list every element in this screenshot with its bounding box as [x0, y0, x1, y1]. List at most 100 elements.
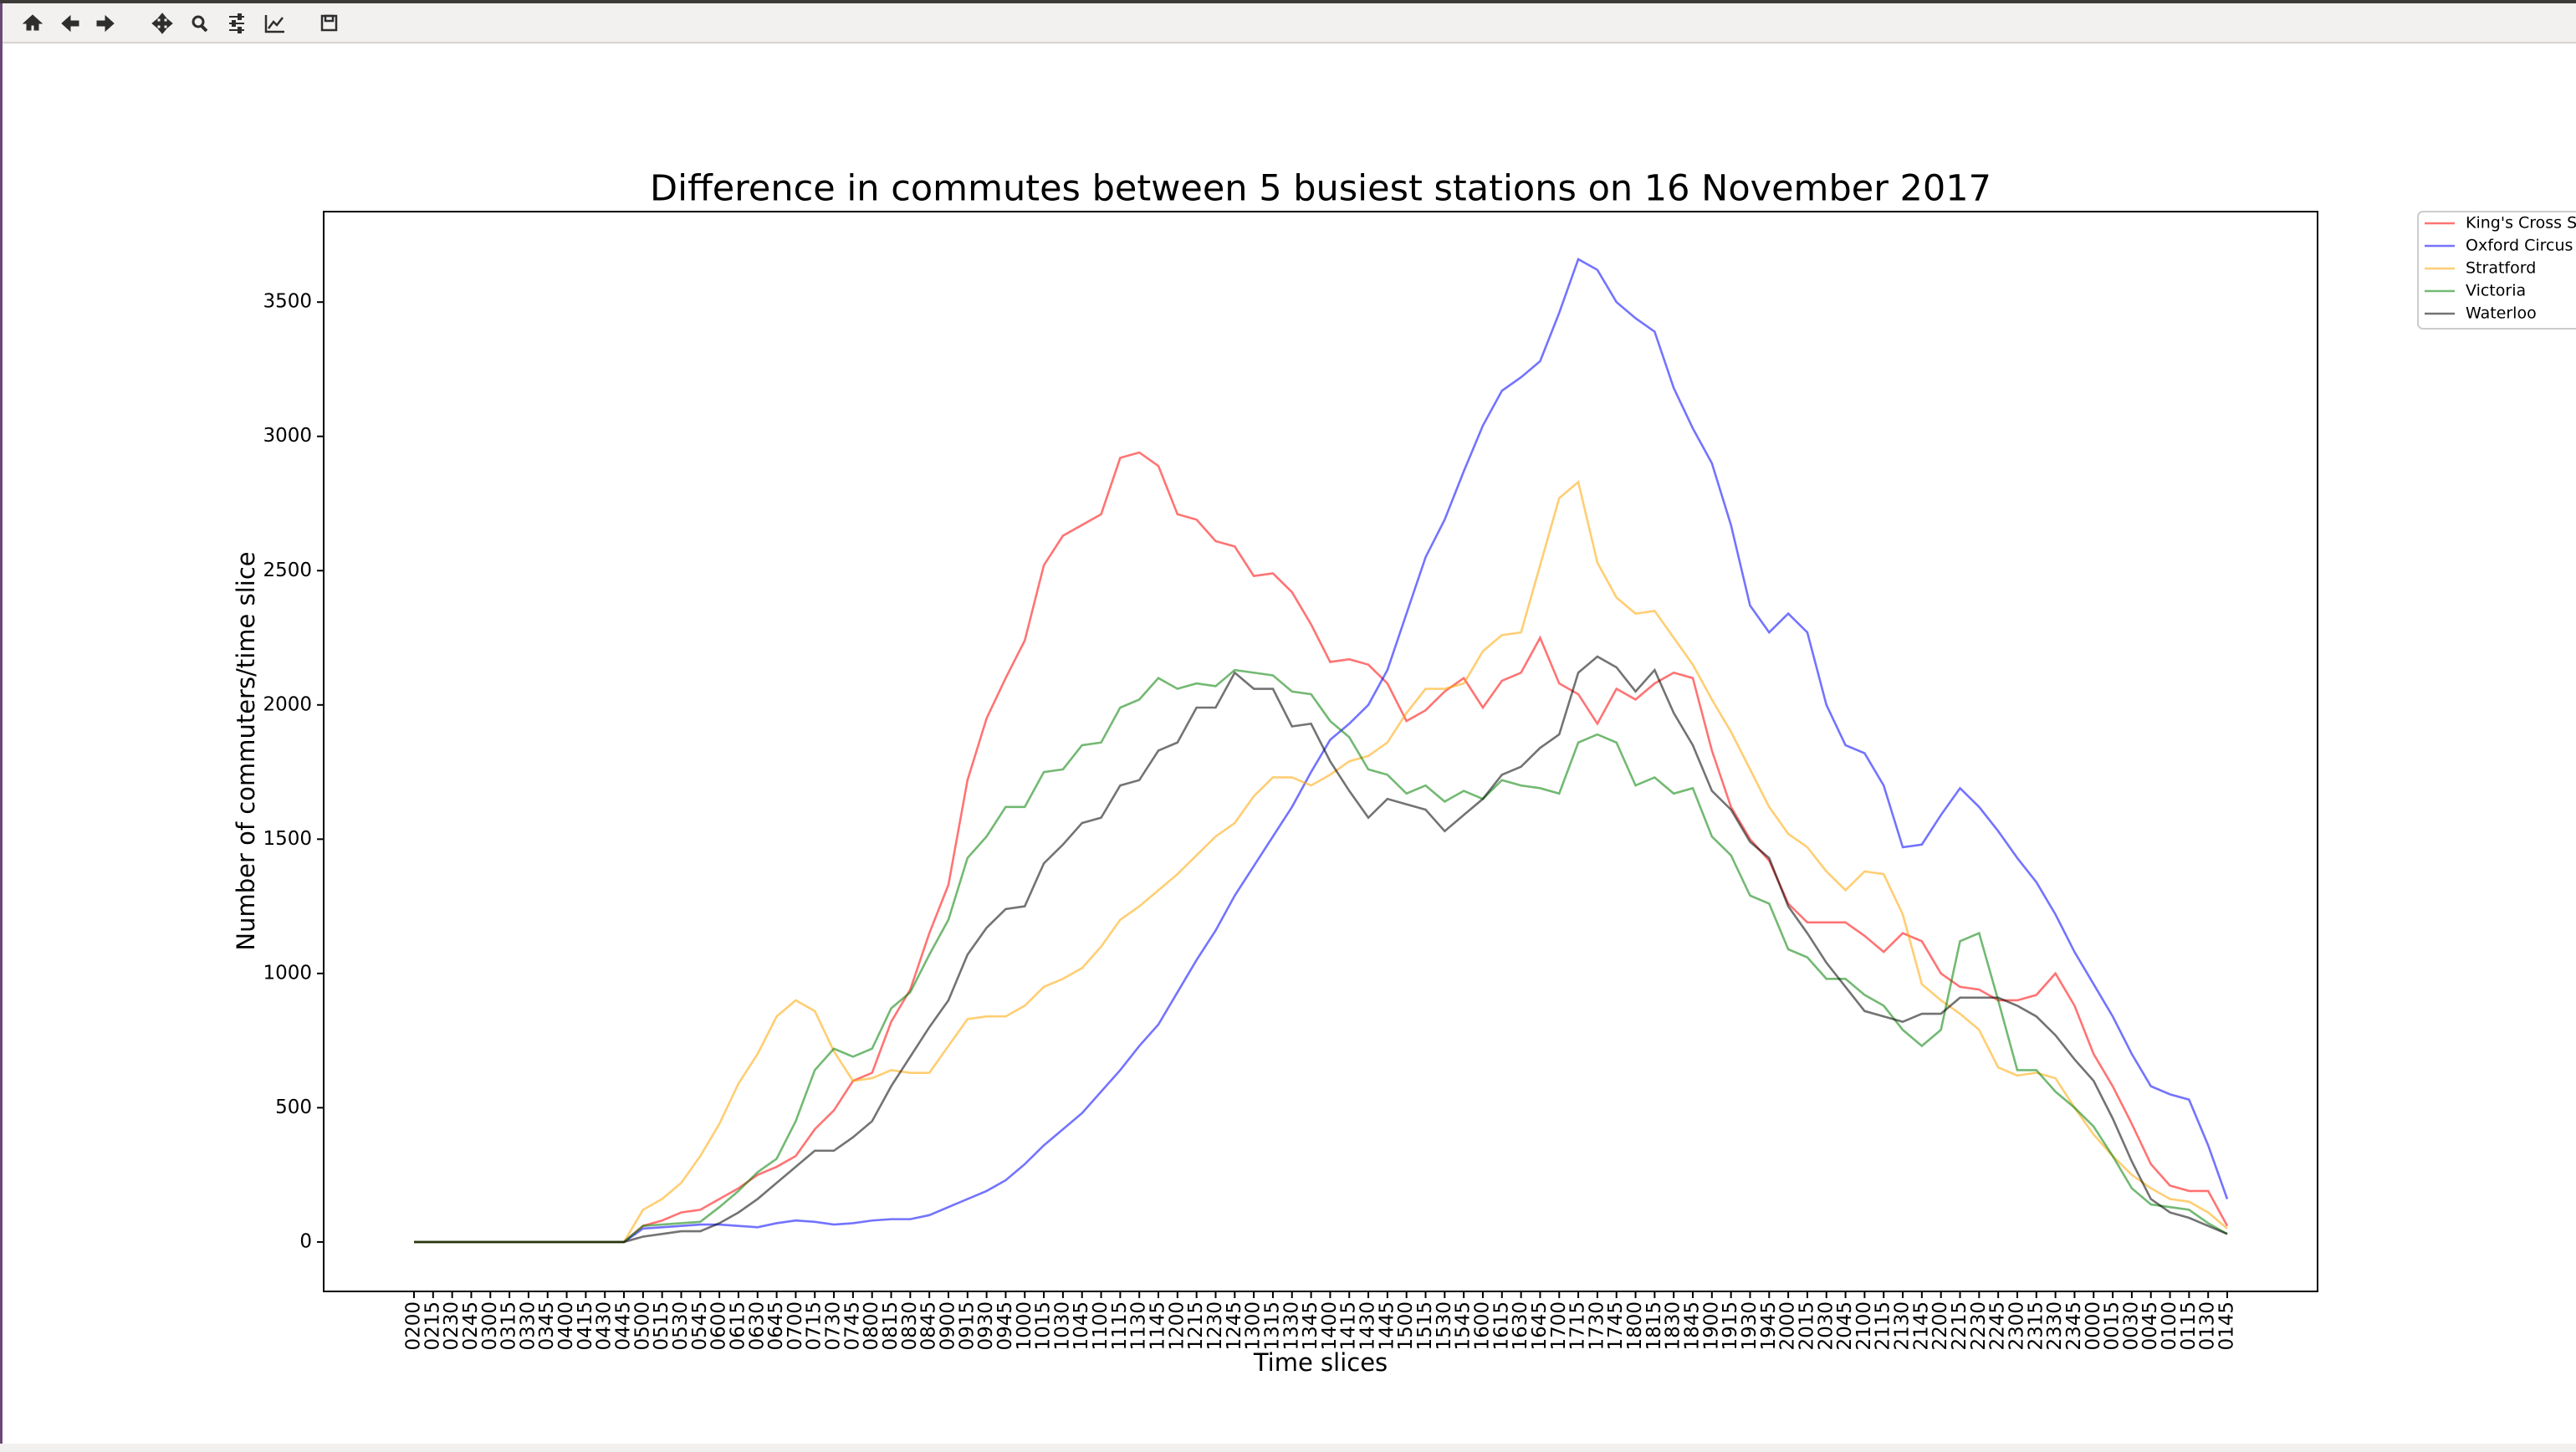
- x-tick-label: 0700: [785, 1301, 806, 1351]
- x-tick-label: 0645: [765, 1301, 787, 1351]
- x-tick-label: 1900: [1700, 1301, 1722, 1351]
- x-tick-label: 1500: [1395, 1301, 1417, 1351]
- forward-button[interactable]: [96, 14, 115, 33]
- x-tick-label: 1915: [1720, 1301, 1741, 1351]
- x-tick-label: 1300: [1243, 1301, 1265, 1351]
- x-tick-label: 1015: [1033, 1301, 1055, 1351]
- x-tick-label: 2030: [1815, 1301, 1837, 1351]
- x-tick-label: 1700: [1548, 1301, 1570, 1351]
- x-tick-label: 0545: [689, 1301, 711, 1351]
- x-tick-label: 2045: [1834, 1301, 1856, 1351]
- x-tick-label: 2245: [1987, 1301, 2009, 1351]
- x-tick-label: 0530: [670, 1301, 692, 1351]
- legend-label: Stratford: [2466, 259, 2536, 278]
- y-tick-label: 2500: [263, 560, 312, 581]
- x-tick-label: 0930: [975, 1301, 997, 1351]
- y-tick-label: 3500: [263, 291, 312, 313]
- x-tick-label: 1645: [1529, 1301, 1551, 1351]
- legend-label: Victoria: [2466, 282, 2526, 300]
- x-tick-label: 0900: [937, 1301, 958, 1351]
- x-tick-label: 1145: [1147, 1301, 1169, 1351]
- save-button[interactable]: [320, 14, 338, 32]
- x-tick-label: 0215: [422, 1301, 443, 1351]
- x-tick-label: 2230: [1968, 1301, 1990, 1351]
- home-button[interactable]: [22, 14, 43, 31]
- x-tick-label: 0015: [2102, 1301, 2124, 1351]
- legend-label: King's Cross St: [2466, 214, 2576, 233]
- x-tick-label: 2000: [1777, 1301, 1799, 1351]
- x-tick-label: 2145: [1910, 1301, 1932, 1351]
- y-tick-label: 500: [275, 1097, 312, 1118]
- x-tick-label: 1430: [1357, 1301, 1379, 1351]
- chart-title: Difference in commutes between 5 busiest…: [650, 168, 1991, 210]
- x-tick-label: 2215: [1949, 1301, 1970, 1351]
- x-tick-label: 1945: [1758, 1301, 1780, 1351]
- toolbar-icons: [22, 13, 338, 34]
- y-tick-label: 3000: [263, 425, 312, 447]
- series-line: [414, 655, 2228, 1244]
- x-tick-label: 0945: [994, 1301, 1016, 1351]
- x-tick-label: 1130: [1128, 1301, 1150, 1351]
- pan-button[interactable]: [151, 13, 173, 34]
- x-tick-label: 1930: [1739, 1301, 1761, 1351]
- x-tick-label: 0730: [823, 1301, 845, 1351]
- x-tick-label: 2130: [1892, 1301, 1914, 1351]
- x-tick-label: 1215: [1185, 1301, 1207, 1351]
- x-tick-label: 0915: [956, 1301, 978, 1351]
- x-tick-label: 0515: [651, 1301, 672, 1351]
- x-axis-label: Time slices: [1253, 1348, 1388, 1377]
- x-tick-label: 0715: [804, 1301, 825, 1351]
- y-tick-label: 0: [299, 1230, 312, 1252]
- x-tick-label: 0745: [841, 1301, 863, 1351]
- axes-button[interactable]: [264, 15, 284, 33]
- x-tick-label: 0400: [555, 1301, 577, 1351]
- plot-frame: [323, 211, 2318, 1292]
- x-tick-label: 2200: [1929, 1301, 1951, 1351]
- y-tick-label: 1000: [263, 962, 312, 984]
- x-tick-label: 0845: [918, 1301, 940, 1351]
- x-tick-label: 1415: [1338, 1301, 1360, 1351]
- x-tick-label: 1730: [1586, 1301, 1607, 1351]
- legend-label: Oxford Circus: [2466, 237, 2573, 255]
- x-tick-label: 0315: [498, 1301, 520, 1351]
- x-tick-label: 1245: [1224, 1301, 1245, 1351]
- toolbar: [0, 3, 2576, 43]
- status-bar: [0, 1444, 2576, 1452]
- x-tick-label: 0615: [727, 1301, 749, 1351]
- back-button[interactable]: [61, 14, 79, 33]
- x-tick-label: 1800: [1624, 1301, 1646, 1351]
- x-tick-label: 2330: [2044, 1301, 2066, 1351]
- x-tick-label: 1600: [1471, 1301, 1493, 1351]
- x-tick-label: 1530: [1434, 1301, 1455, 1351]
- x-tick-label: 1745: [1605, 1301, 1627, 1351]
- x-tick-label: 1545: [1453, 1301, 1475, 1351]
- x-tick-label: 1200: [1166, 1301, 1188, 1351]
- series-line: [414, 479, 2228, 1244]
- x-tick-label: 2100: [1853, 1301, 1875, 1351]
- x-tick-label: 0300: [479, 1301, 501, 1351]
- x-tick-label: 0245: [460, 1301, 482, 1351]
- legend: [2417, 211, 2576, 330]
- x-tick-label: 0800: [861, 1301, 882, 1351]
- x-tick-label: 1030: [1051, 1301, 1073, 1351]
- series-line: [414, 451, 2229, 1244]
- x-tick-label: 2115: [1873, 1301, 1894, 1351]
- x-tick-label: 0815: [880, 1301, 902, 1351]
- x-tick-label: 1515: [1414, 1301, 1436, 1351]
- x-tick-label: 0345: [536, 1301, 558, 1351]
- x-tick-label: 0230: [441, 1301, 463, 1351]
- x-tick-label: 2315: [2025, 1301, 2047, 1351]
- zoom-button[interactable]: [192, 15, 208, 33]
- x-tick-label: 1230: [1204, 1301, 1226, 1351]
- x-tick-label: 0115: [2178, 1301, 2200, 1351]
- x-tick-label: 0630: [746, 1301, 768, 1351]
- x-tick-label: 1345: [1300, 1301, 1321, 1351]
- x-tick-label: 0000: [2083, 1301, 2104, 1351]
- x-tick-label: 0330: [517, 1301, 539, 1351]
- x-tick-label: 1315: [1261, 1301, 1283, 1351]
- x-tick-label: 0200: [403, 1301, 425, 1351]
- configure-button[interactable]: [229, 13, 244, 33]
